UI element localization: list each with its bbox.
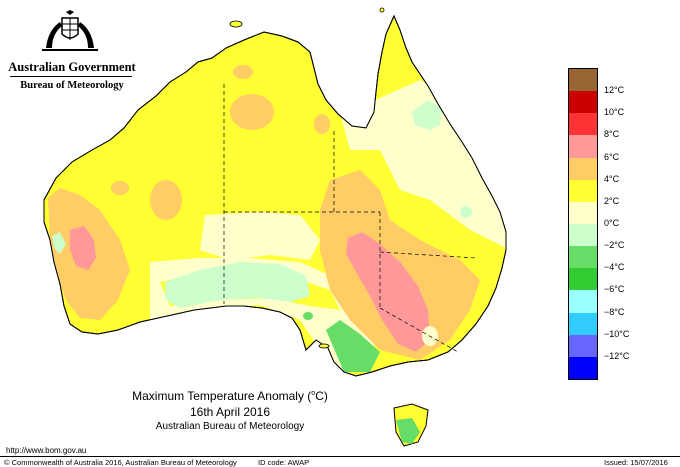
anomaly-bands <box>48 65 506 376</box>
coat-of-arms-icon <box>42 10 98 51</box>
legend-label: −8°C <box>604 306 625 317</box>
legend-label: 12°C <box>604 85 625 96</box>
legend-swatch <box>569 91 597 114</box>
legend-swatch <box>569 268 597 291</box>
legend-label: 0°C <box>604 218 620 228</box>
government-title: Australian Government <box>8 60 136 74</box>
legend-label: 8°C <box>604 129 620 140</box>
legend-label: 6°C <box>604 151 620 162</box>
legend-swatch <box>569 356 597 380</box>
legend-swatch <box>569 69 597 92</box>
copyright-text: © Commonwealth of Australia 2016, Austra… <box>4 458 237 467</box>
legend-swatch <box>569 113 597 136</box>
map-organisation: Australian Bureau of Meteorology <box>155 421 305 432</box>
legend-swatch <box>569 135 597 159</box>
legend-swatch <box>569 312 597 336</box>
legend-swatch <box>569 224 597 247</box>
legend-swatch <box>569 334 597 358</box>
id-code: ID code: AWAP <box>258 458 310 467</box>
map-title: Maximum Temperature Anomaly (oC) <box>132 389 328 403</box>
legend-label: −4°C <box>604 262 625 273</box>
legend-label: −2°C <box>604 240 625 251</box>
state-borders <box>223 84 477 353</box>
legend-swatch <box>569 201 597 225</box>
legend-swatch <box>569 157 597 181</box>
header-divider <box>10 76 132 77</box>
legend-label: −10°C <box>604 328 630 339</box>
legend-label: 10°C <box>604 107 625 118</box>
legend-label: −6°C <box>604 284 625 295</box>
legend-label: 2°C <box>604 195 620 206</box>
website-link[interactable]: http://www.bom.gov.au <box>6 446 87 455</box>
legend-label: −12°C <box>604 350 630 361</box>
legend-swatch <box>569 290 597 314</box>
map-date: 16th April 2016 <box>189 405 271 419</box>
footer-divider <box>0 456 680 457</box>
legend-label: 4°C <box>604 173 620 184</box>
color-legend <box>568 68 598 380</box>
issued-date: Issued: 15/07/2016 <box>604 458 668 467</box>
legend-swatch <box>569 246 597 269</box>
legend-swatch <box>569 179 597 203</box>
bureau-title: Bureau of Meteorology <box>20 80 124 91</box>
